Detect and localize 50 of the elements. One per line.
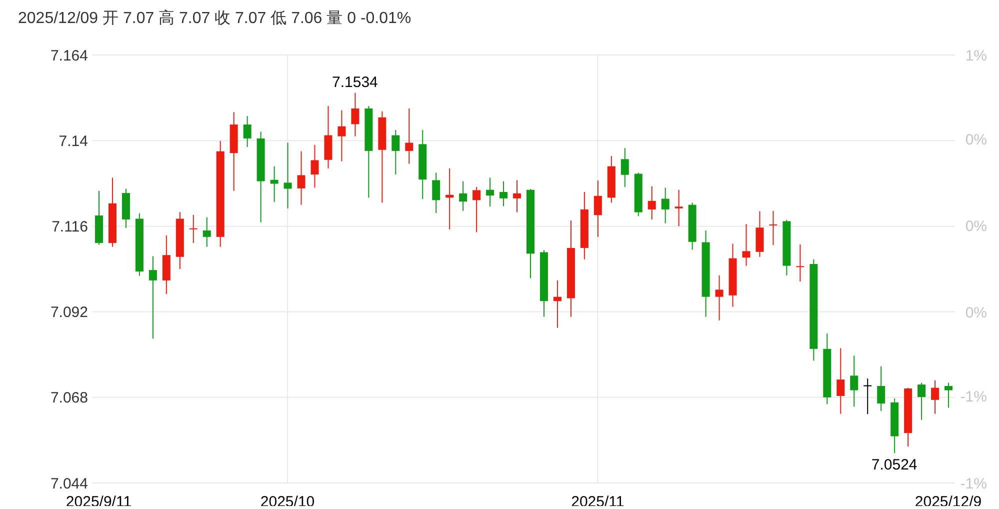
- annotation: 7.1534: [332, 74, 378, 92]
- candlestick: [486, 177, 494, 208]
- y2-tick-label: 0%: [965, 304, 987, 322]
- candlestick: [472, 186, 481, 233]
- candlestick: [620, 148, 629, 188]
- candlestick: [850, 355, 858, 408]
- annotation: 7.0524: [871, 456, 918, 474]
- y-tick-label: 7.164: [50, 47, 88, 64]
- candlestick: [405, 108, 414, 164]
- candlestick: [674, 189, 683, 227]
- y-tick-label: 7.14: [58, 132, 88, 150]
- candlestick: [715, 274, 724, 321]
- candlestick: [648, 186, 656, 220]
- y2-tick-label: -1%: [960, 475, 987, 492]
- y2-tick-label: 0%: [965, 131, 987, 148]
- candlestick: [661, 187, 670, 224]
- candlestick: [918, 382, 926, 420]
- candlestick: [202, 216, 211, 248]
- candlestick: [189, 214, 198, 244]
- candlestick: [243, 115, 252, 148]
- candlestick: [769, 210, 778, 246]
- candlestick: [351, 92, 360, 137]
- candlestick: [459, 180, 468, 212]
- candlestick: [944, 382, 953, 408]
- candlestick: [500, 180, 508, 207]
- candlestick: [796, 244, 804, 282]
- y-tick-label: 7.044: [50, 475, 88, 492]
- candlestick: [148, 256, 157, 340]
- candlestick: [392, 129, 400, 175]
- candlestick: [931, 380, 940, 414]
- candlestick: [338, 110, 346, 162]
- candlestick: [594, 180, 602, 238]
- candlestick: [297, 150, 306, 206]
- candlestick: [513, 180, 522, 213]
- y-tick-label: 7.092: [50, 304, 88, 322]
- candlestick: [877, 366, 886, 412]
- candlestick: [432, 172, 440, 214]
- candlestick: [284, 142, 292, 209]
- candlestick: [836, 348, 845, 414]
- y2-tick-label: 0%: [965, 218, 987, 235]
- y2-tick-label: 1%: [965, 47, 987, 64]
- chart-title: 2025/12/09 开 7.07 高 7.07 收 7.07 低 7.06 量 0 -0.01%: [17, 8, 412, 29]
- candlestick: [270, 166, 278, 202]
- candlestick: [742, 224, 750, 266]
- candlestick: [864, 378, 872, 415]
- candlestick: [553, 280, 562, 328]
- y-tick-label: 7.116: [52, 218, 88, 236]
- candlestick: [310, 144, 319, 188]
- y-tick-label: 7.068: [50, 390, 88, 407]
- y2-tick-label: -1%: [960, 388, 987, 406]
